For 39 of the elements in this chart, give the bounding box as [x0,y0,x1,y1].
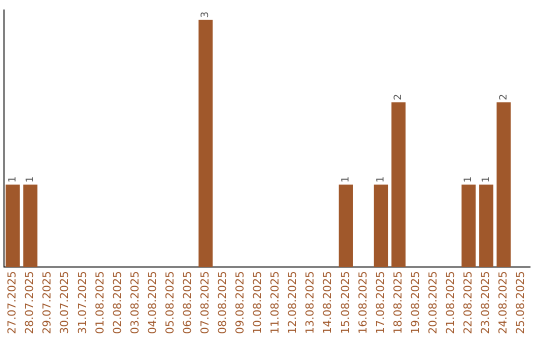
x-tick-label: 19.08.2025 [408,271,422,334]
data-label: 2 [393,94,404,100]
x-tick-label: 07.08.2025 [198,271,212,334]
data-label: 3 [200,12,212,18]
x-tick-label: 10.08.2025 [251,271,264,334]
x-tick-label: 13.08.2025 [304,271,317,334]
x-tick-label: 09.08.2025 [234,271,247,334]
data-label: 1 [463,176,474,183]
x-tick-label: 28.07.2025 [23,271,36,334]
x-tick-label: 04.08.2025 [146,271,159,334]
data-label: 1 [376,176,387,183]
x-tick-label: 02.08.2025 [110,271,124,334]
x-tick-label: 06.08.2025 [180,271,194,334]
x-tick-label: 24.08.2025 [496,271,510,334]
data-label: 1 [7,176,18,183]
x-tick-label: 30.07.2025 [58,271,72,334]
x-tick-label: 29.07.2025 [40,271,54,334]
x-tick-label: 05.08.2025 [163,271,176,334]
x-tick-label: 11.08.2025 [268,271,282,334]
data-label: 2 [498,94,510,100]
x-tick-label: 14.08.2025 [321,271,334,334]
x-tick-label: 21.08.2025 [444,271,457,334]
x-tick-label: 25.08.2025 [514,271,528,334]
x-tick-label: 18.08.2025 [391,271,404,334]
x-tick-label: 22.08.2025 [461,271,474,334]
x-tick-label: 17.08.2025 [374,271,387,334]
x-tick-label: 23.08.2025 [479,271,492,334]
x-tick-label: 27.07.2025 [6,271,19,334]
x-tick-label: 31.07.2025 [76,271,89,334]
x-tick-label: 12.08.2025 [286,271,300,334]
x-tick-label: 15.08.2025 [338,271,352,334]
x-tick-label: 03.08.2025 [128,271,142,334]
data-label: 1 [24,176,36,183]
data-label: 1 [480,176,492,183]
x-tick-label: 16.08.2025 [356,271,370,334]
data-label: 1 [340,176,352,183]
x-tick-label: 08.08.2025 [216,271,230,334]
x-tick-label: 20.08.2025 [426,271,440,334]
x-tick-label: 01.08.2025 [93,271,106,334]
